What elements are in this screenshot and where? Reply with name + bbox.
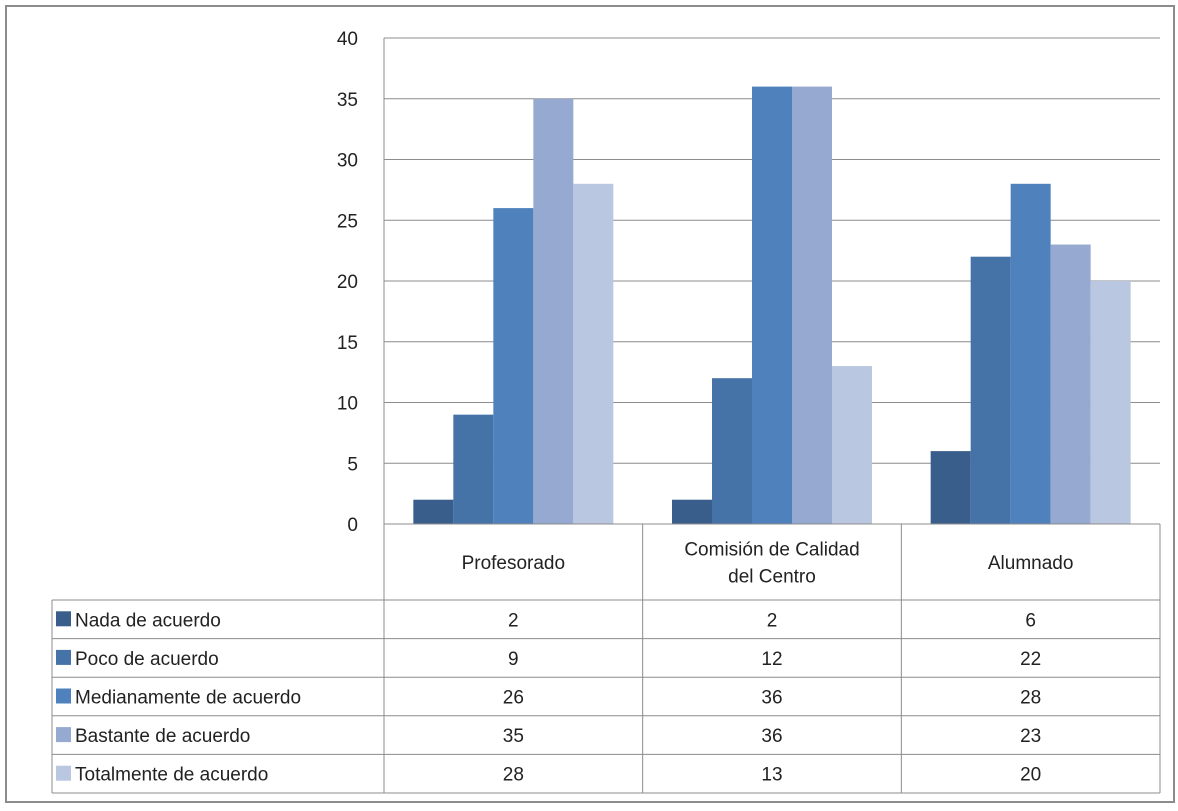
bar [752, 86, 792, 524]
table-cell-value: 35 [503, 726, 524, 747]
bar [792, 86, 832, 524]
y-tick-label: 20 [337, 272, 358, 293]
series-name: Nada de acuerdo [75, 610, 221, 631]
table-cell-value: 23 [1020, 726, 1041, 747]
bar [970, 256, 1011, 524]
table-cell-value: 12 [761, 649, 782, 670]
series-name: Poco de acuerdo [75, 649, 219, 670]
y-tick-label: 35 [337, 90, 358, 111]
table-cell-value: 20 [1020, 765, 1041, 786]
y-tick-label: 30 [337, 151, 358, 172]
legend-key [56, 688, 71, 704]
series-name: Medianamente de acuerdo [75, 688, 301, 709]
y-tick-label: 0 [347, 515, 358, 536]
category-label: Comisión de Calidad [684, 540, 859, 561]
bar [493, 208, 534, 524]
table-cell-value: 28 [1020, 688, 1041, 709]
bar [832, 366, 872, 524]
table-cell-value: 36 [761, 726, 782, 747]
category-label: Profesorado [462, 553, 566, 574]
legend-key [56, 649, 71, 665]
legend-key [56, 727, 71, 743]
table-cell-value: 13 [761, 765, 782, 786]
bar [1090, 281, 1131, 524]
table-cell-value: 28 [503, 765, 524, 786]
table-cell-value: 36 [761, 688, 782, 709]
bar [453, 414, 494, 524]
y-tick-label: 5 [347, 454, 358, 475]
category-label: del Centro [728, 567, 816, 588]
table-cell-value: 6 [1025, 610, 1036, 631]
bar [1010, 183, 1051, 525]
legend-key [56, 611, 71, 627]
bar [533, 98, 574, 524]
y-tick-label: 40 [337, 29, 358, 50]
legend-key [56, 765, 71, 781]
bar [712, 378, 752, 524]
category-label: Alumnado [988, 553, 1074, 574]
table-cell-value: 2 [767, 610, 778, 631]
table-cell-value: 22 [1020, 649, 1041, 670]
y-tick-label: 15 [337, 333, 358, 354]
bar [573, 183, 614, 525]
series-name: Totalmente de acuerdo [75, 765, 268, 786]
table-cell-value: 9 [508, 649, 519, 670]
bar [930, 451, 971, 524]
table-cell-value: 26 [503, 688, 524, 709]
table-cell-value: 2 [508, 610, 519, 631]
y-tick-label: 25 [337, 211, 358, 232]
series-name: Bastante de acuerdo [75, 726, 250, 747]
bar [1050, 244, 1091, 525]
bar [413, 499, 454, 524]
bar [672, 499, 712, 524]
y-tick-label: 10 [337, 394, 358, 415]
